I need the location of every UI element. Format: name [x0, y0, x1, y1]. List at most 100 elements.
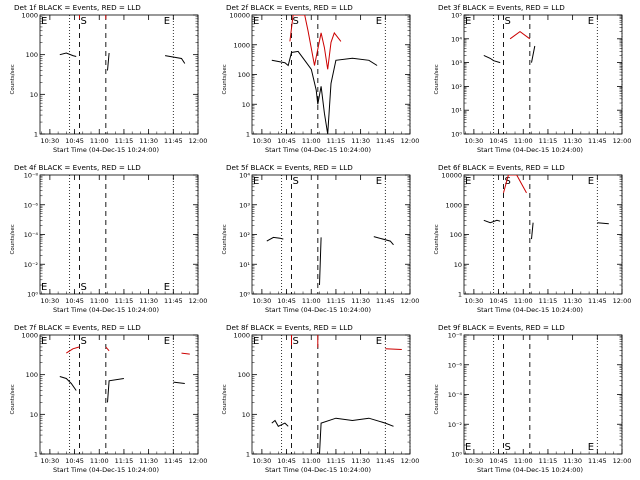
x-tick-label: 12:00 [613, 137, 632, 145]
end-marker: E [164, 336, 170, 347]
plot-frame [39, 14, 199, 135]
series-lld-line [510, 32, 622, 39]
x-axis-label: Start Time (04-Dec-15 10:24:00) [53, 146, 159, 154]
x-tick-label: 11:00 [302, 457, 321, 465]
y-tick-label: 10 [242, 411, 250, 419]
x-tick-label: 11:15 [115, 457, 134, 465]
x-tick-label: 11:30 [563, 297, 582, 305]
series-lld-line [504, 175, 623, 193]
x-tick-label: 11:45 [376, 457, 395, 465]
start-marker: S [505, 442, 511, 453]
x-axis-label: Start Time (04-Dec-15 10:24:00) [265, 146, 371, 154]
x-tick-label: 11:30 [351, 297, 370, 305]
plot-frame [39, 174, 199, 295]
x-tick-label: 10:45 [277, 297, 296, 305]
x-axis-label: Start Time (04-Dec-15 10:24:00) [477, 466, 583, 474]
x-tick-label: 11:45 [376, 297, 395, 305]
plot-area [484, 32, 622, 63]
y-tick-label: 1 [458, 291, 462, 299]
start-edge-marker: E [253, 176, 259, 187]
end-marker: E [588, 176, 594, 187]
plot-area [483, 175, 623, 240]
y-tick-label: 1 [34, 451, 38, 459]
panel-title: Det 6f BLACK = Events, RED = LLD [438, 163, 565, 172]
y-tick-label: 10² [451, 83, 462, 91]
panel-det-2f: Det 2f BLACK = Events, RED = LLD Counts/s… [222, 3, 419, 154]
y-tick-label: 10¹ [451, 107, 462, 115]
x-tick-label: 12:00 [401, 137, 420, 145]
x-tick-label: 11:15 [115, 297, 134, 305]
x-tick-label: 11:45 [588, 457, 607, 465]
start-edge-marker: E [253, 16, 259, 27]
plot-frame [251, 334, 411, 455]
y-tick-label: 1000 [233, 332, 250, 340]
x-tick-label: 11:45 [376, 137, 395, 145]
panel-title: Det 3f BLACK = Events, RED = LLD [438, 3, 565, 12]
end-marker: E [376, 336, 382, 347]
panel-title: Det 5f BLACK = Events, RED = LLD [226, 163, 353, 172]
panel-title: Det 9f BLACK = Events, RED = LLD [438, 323, 565, 332]
x-axis-label: Start Time (04-Dec-15 10:24:00) [477, 146, 583, 154]
x-tick-label: 11:00 [302, 297, 321, 305]
x-tick-label: 10:30 [41, 137, 60, 145]
panel-det-7f: Det 7f BLACK = Events, RED = LLD Counts/s… [10, 323, 207, 474]
series-lld-line [66, 346, 190, 355]
plot-area [271, 15, 410, 134]
x-tick-label: 11:30 [139, 457, 158, 465]
panel-det-3f: Det 3f BLACK = Events, RED = LLD Counts/s… [434, 3, 631, 154]
x-tick-label: 11:30 [139, 137, 158, 145]
y-axis-label: Counts/sec [10, 384, 16, 414]
start-marker: S [81, 336, 87, 347]
x-tick-label: 11:45 [164, 457, 183, 465]
plot-frame [463, 334, 623, 455]
x-tick-label: 11:00 [90, 137, 109, 145]
start-edge-marker: E [41, 16, 47, 27]
x-tick-label: 10:45 [489, 137, 508, 145]
x-tick-label: 11:15 [327, 137, 346, 145]
panel-det-6f: Det 6f BLACK = Events, RED = LLD Counts/s… [434, 163, 631, 314]
y-axis-label: Counts/sec [434, 64, 440, 94]
x-tick-label: 11:15 [327, 457, 346, 465]
x-tick-label: 11:30 [351, 457, 370, 465]
x-tick-label: 10:45 [65, 297, 84, 305]
x-tick-label: 10:45 [65, 457, 84, 465]
x-tick-label: 10:30 [41, 457, 60, 465]
x-tick-label: 11:45 [164, 297, 183, 305]
x-tick-label: 11:15 [539, 297, 558, 305]
series-events-line [59, 52, 186, 71]
start-edge-marker: E [465, 442, 471, 453]
y-axis-label: Counts/sec [222, 384, 228, 414]
y-tick-label: 1000 [233, 41, 250, 49]
y-axis-label: Counts/sec [10, 224, 16, 254]
y-tick-label: 10⁻⁶ [24, 201, 39, 209]
x-tick-label: 12:00 [189, 297, 208, 305]
y-tick-label: 10⁻⁸ [448, 332, 463, 340]
plot-frame [39, 334, 199, 455]
y-axis-label: Counts/sec [434, 384, 440, 414]
y-tick-label: 100 [238, 71, 250, 79]
x-tick-label: 11:30 [139, 297, 158, 305]
x-tick-label: 11:15 [539, 137, 558, 145]
series-events-line [266, 236, 394, 286]
start-marker: S [293, 176, 299, 187]
panel-det-1f: Det 1f BLACK = Events, RED = LLD Counts/s… [10, 3, 207, 154]
x-tick-label: 11:00 [90, 457, 109, 465]
start-marker: S [505, 16, 511, 27]
y-tick-label: 10³ [239, 201, 250, 209]
y-tick-label: 1 [246, 451, 250, 459]
x-tick-label: 11:00 [514, 137, 533, 145]
y-tick-label: 100 [450, 231, 462, 239]
end-marker: E [164, 282, 170, 293]
panel-title: Det 7f BLACK = Events, RED = LLD [14, 323, 141, 332]
plot-frame [463, 174, 623, 295]
plot-area [59, 15, 190, 71]
start-edge-marker: E [41, 282, 47, 293]
y-tick-label: 10 [30, 91, 38, 99]
x-tick-label: 10:45 [277, 137, 296, 145]
panel-det-4f: Det 4f BLACK = Events, RED = LLD Counts/s… [10, 163, 207, 314]
x-axis-label: Start Time (04-Dec-15 10:24:00) [265, 466, 371, 474]
plot-frame [251, 174, 411, 295]
panel-title: Det 8f BLACK = Events, RED = LLD [226, 323, 353, 332]
y-tick-label: 10² [239, 231, 250, 239]
x-tick-label: 12:00 [613, 457, 632, 465]
